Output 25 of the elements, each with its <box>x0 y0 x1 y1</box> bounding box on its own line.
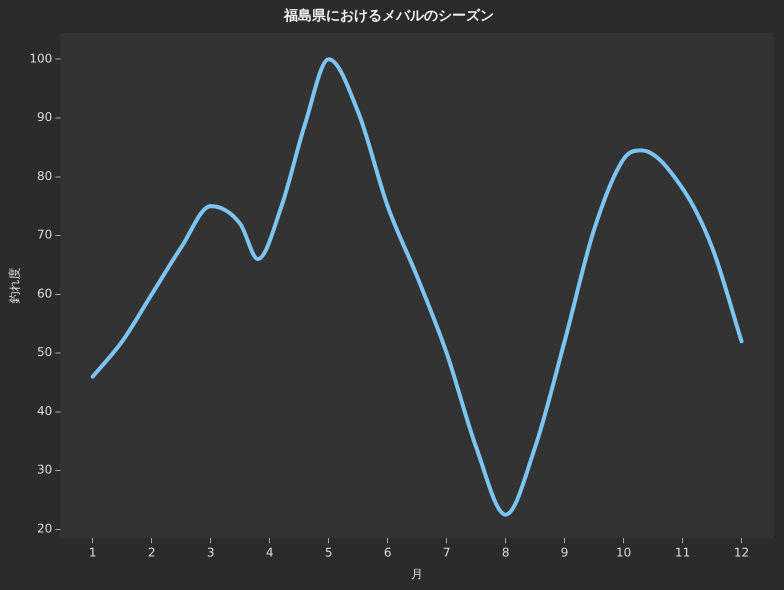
x-tick-label: 4 <box>266 546 274 560</box>
x-tick-label: 10 <box>616 546 632 560</box>
x-tick-label: 3 <box>206 546 215 560</box>
y-tick-label: 50 <box>37 345 52 360</box>
x-tick-label: 1 <box>88 546 97 560</box>
x-tick-label: 5 <box>324 546 332 560</box>
x-tick-label: 12 <box>734 546 750 560</box>
x-tick-label: 6 <box>384 546 392 560</box>
y-tick-label: 60 <box>37 286 52 300</box>
x-tick-label: 2 <box>148 546 156 560</box>
x-tick-label: 8 <box>502 546 510 560</box>
y-tick-label: 40 <box>37 404 52 418</box>
chart-title: 福島県におけるメバルのシーズン <box>283 7 494 24</box>
y-tick-label: 30 <box>37 462 52 477</box>
y-axis-title: 釣れ度 <box>7 268 22 304</box>
x-tick-label: 9 <box>560 546 568 560</box>
y-tick-label: 80 <box>37 168 52 183</box>
line-series <box>90 57 744 517</box>
y-tick-label: 70 <box>37 228 52 242</box>
x-tick-label: 11 <box>674 546 690 560</box>
y-tick-label: 20 <box>37 522 52 536</box>
y-tick-label: 90 <box>37 110 52 124</box>
x-axis-title: 月 <box>411 566 424 581</box>
y-tick-label: 100 <box>29 51 52 66</box>
x-tick-label: 7 <box>442 546 450 560</box>
